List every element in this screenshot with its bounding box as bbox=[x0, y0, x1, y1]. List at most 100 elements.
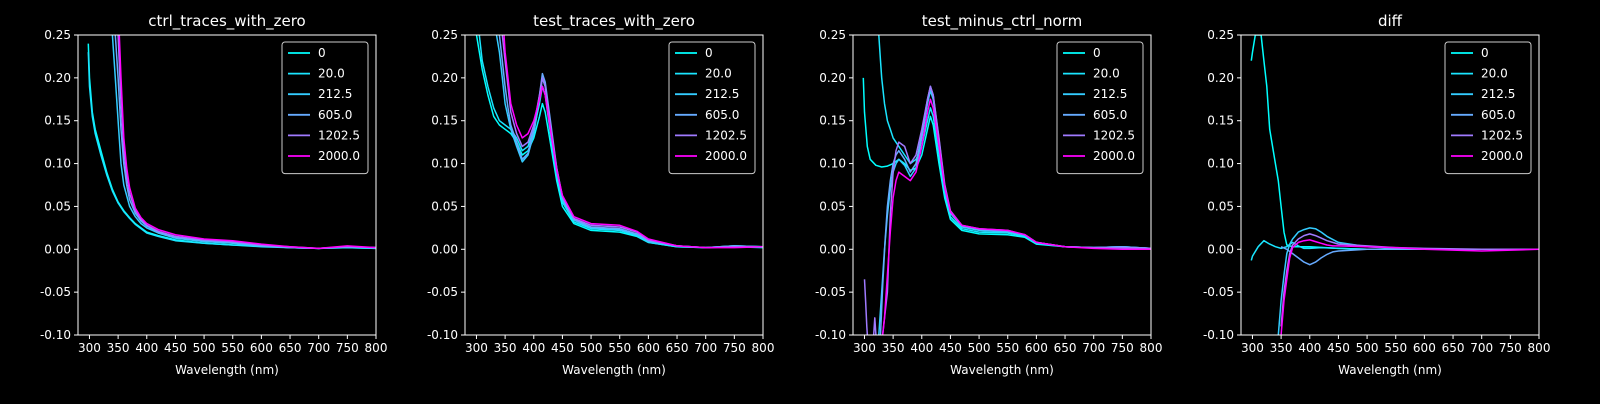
x-tick-label: 800 bbox=[1140, 341, 1163, 355]
x-tick-label: 750 bbox=[1111, 341, 1134, 355]
x-tick-label: 450 bbox=[551, 341, 574, 355]
x-tick-label: 700 bbox=[1470, 341, 1493, 355]
y-tick-label: 0.20 bbox=[819, 71, 846, 85]
chart-panel-2: test_traces_with_zero 300 350 400 450 500 550 6… bbox=[427, 12, 775, 377]
legend-label: 20.0 bbox=[318, 67, 345, 81]
y-tick-label: -0.05 bbox=[40, 285, 71, 299]
y-tick-label: -0.10 bbox=[1203, 328, 1234, 342]
x-tick-label: 550 bbox=[996, 341, 1019, 355]
y-tick-label: 0.10 bbox=[44, 157, 71, 171]
y-tick-label: 0.25 bbox=[1207, 28, 1234, 42]
x-tick-label: 400 bbox=[1298, 341, 1321, 355]
legend-label: 1202.5 bbox=[1093, 128, 1135, 142]
y-tick-label: 0.05 bbox=[1207, 199, 1234, 213]
legend-label: 605.0 bbox=[705, 108, 739, 122]
x-tick-label: 800 bbox=[365, 341, 388, 355]
x-tick-label: 600 bbox=[1413, 341, 1436, 355]
legend-label: 2000.0 bbox=[318, 149, 360, 163]
x-tick-label: 400 bbox=[135, 341, 158, 355]
x-tick-label: 350 bbox=[107, 341, 130, 355]
y-tick-label: -0.10 bbox=[815, 328, 846, 342]
x-tick-label: 450 bbox=[164, 341, 187, 355]
x-tick-label: 350 bbox=[1270, 341, 1293, 355]
y-tick-label: 0.05 bbox=[44, 199, 71, 213]
x-tick-label: 350 bbox=[882, 341, 905, 355]
legend-label: 0 bbox=[318, 46, 326, 60]
y-tick-label: 0.15 bbox=[431, 114, 458, 128]
legend-label: 1202.5 bbox=[318, 128, 360, 142]
series-group bbox=[87, 35, 376, 250]
chart-panel-4: diff 300 350 400 450 500 550 600 650 700 750 800 -0.… bbox=[1203, 12, 1551, 377]
x-tick-label: 400 bbox=[522, 341, 545, 355]
plot-frame bbox=[1240, 34, 1540, 336]
legend-box bbox=[1444, 41, 1532, 175]
legend-label: 20.0 bbox=[1093, 67, 1120, 81]
series-group bbox=[1250, 35, 1539, 335]
y-tick-label: 0.25 bbox=[431, 28, 458, 42]
x-tick-label: 650 bbox=[1054, 341, 1077, 355]
x-tick-label: 450 bbox=[1327, 341, 1350, 355]
legend: 0 20.0 212.5 605.0 1202.5 2000.0 bbox=[281, 41, 369, 175]
x-tick-label: 750 bbox=[336, 341, 359, 355]
plot-frame bbox=[77, 34, 377, 336]
x-tick-label: 350 bbox=[494, 341, 517, 355]
legend-label: 0 bbox=[1093, 46, 1101, 60]
x-axis-label: Wavelength (nm) bbox=[562, 363, 666, 377]
y-tick-label: 0.25 bbox=[44, 28, 71, 42]
legend-box bbox=[668, 41, 756, 175]
legend-label: 20.0 bbox=[1481, 67, 1508, 81]
x-tick-label: 550 bbox=[1384, 341, 1407, 355]
x-tick-label: 400 bbox=[910, 341, 933, 355]
chart-panel-3: test_minus_ctrl_norm 300 350 400 450 500 550 60… bbox=[815, 12, 1163, 377]
y-tick-label: -0.10 bbox=[40, 328, 71, 342]
legend-box bbox=[1056, 41, 1144, 175]
x-tick-label: 700 bbox=[694, 341, 717, 355]
y-tick-label: 0.00 bbox=[819, 242, 846, 256]
y-tick-label: 0.05 bbox=[819, 199, 846, 213]
y-tick-label: -0.10 bbox=[427, 328, 458, 342]
x-tick-label: 450 bbox=[939, 341, 962, 355]
chart-title: test_traces_with_zero bbox=[533, 12, 695, 31]
x-axis-label: Wavelength (nm) bbox=[1338, 363, 1442, 377]
legend-box bbox=[281, 41, 369, 175]
series-group bbox=[475, 35, 763, 249]
x-tick-label: 300 bbox=[78, 341, 101, 355]
x-tick-label: 600 bbox=[250, 341, 273, 355]
x-tick-label: 650 bbox=[666, 341, 689, 355]
x-tick-label: 700 bbox=[307, 341, 330, 355]
legend-label: 605.0 bbox=[1093, 108, 1127, 122]
series-line-212.5 bbox=[1277, 227, 1539, 335]
x-tick-label: 750 bbox=[723, 341, 746, 355]
legend-label: 212.5 bbox=[318, 87, 352, 101]
legend-label: 0 bbox=[705, 46, 713, 60]
x-axis-label: Wavelength (nm) bbox=[175, 363, 279, 377]
x-tick-label: 500 bbox=[1356, 341, 1379, 355]
y-tick-label: 0.20 bbox=[44, 71, 71, 85]
series-line-2000.0 bbox=[503, 35, 763, 249]
legend-label: 1202.5 bbox=[1481, 128, 1523, 142]
x-tick-label: 650 bbox=[1442, 341, 1465, 355]
plot-frame bbox=[852, 34, 1152, 336]
chart-title: diff bbox=[1378, 12, 1403, 30]
x-tick-label: 300 bbox=[1241, 341, 1264, 355]
legend-label: 1202.5 bbox=[705, 128, 747, 142]
legend: 0 20.0 212.5 605.0 1202.5 2000.0 bbox=[1056, 41, 1144, 175]
x-tick-label: 800 bbox=[752, 341, 775, 355]
legend: 0 20.0 212.5 605.0 1202.5 2000.0 bbox=[668, 41, 756, 175]
y-tick-label: 0.15 bbox=[819, 114, 846, 128]
x-tick-label: 500 bbox=[193, 341, 216, 355]
chart-title: ctrl_traces_with_zero bbox=[148, 12, 305, 31]
y-tick-label: 0.10 bbox=[431, 157, 458, 171]
legend-label: 605.0 bbox=[1481, 108, 1515, 122]
legend-label: 2000.0 bbox=[705, 149, 747, 163]
x-tick-label: 700 bbox=[1082, 341, 1105, 355]
legend-label: 212.5 bbox=[705, 87, 739, 101]
y-tick-label: 0.10 bbox=[819, 157, 846, 171]
plot-frame bbox=[464, 34, 764, 336]
x-tick-label: 600 bbox=[637, 341, 660, 355]
x-tick-label: 300 bbox=[465, 341, 488, 355]
y-tick-label: 0.20 bbox=[1207, 71, 1234, 85]
x-tick-label: 500 bbox=[580, 341, 603, 355]
